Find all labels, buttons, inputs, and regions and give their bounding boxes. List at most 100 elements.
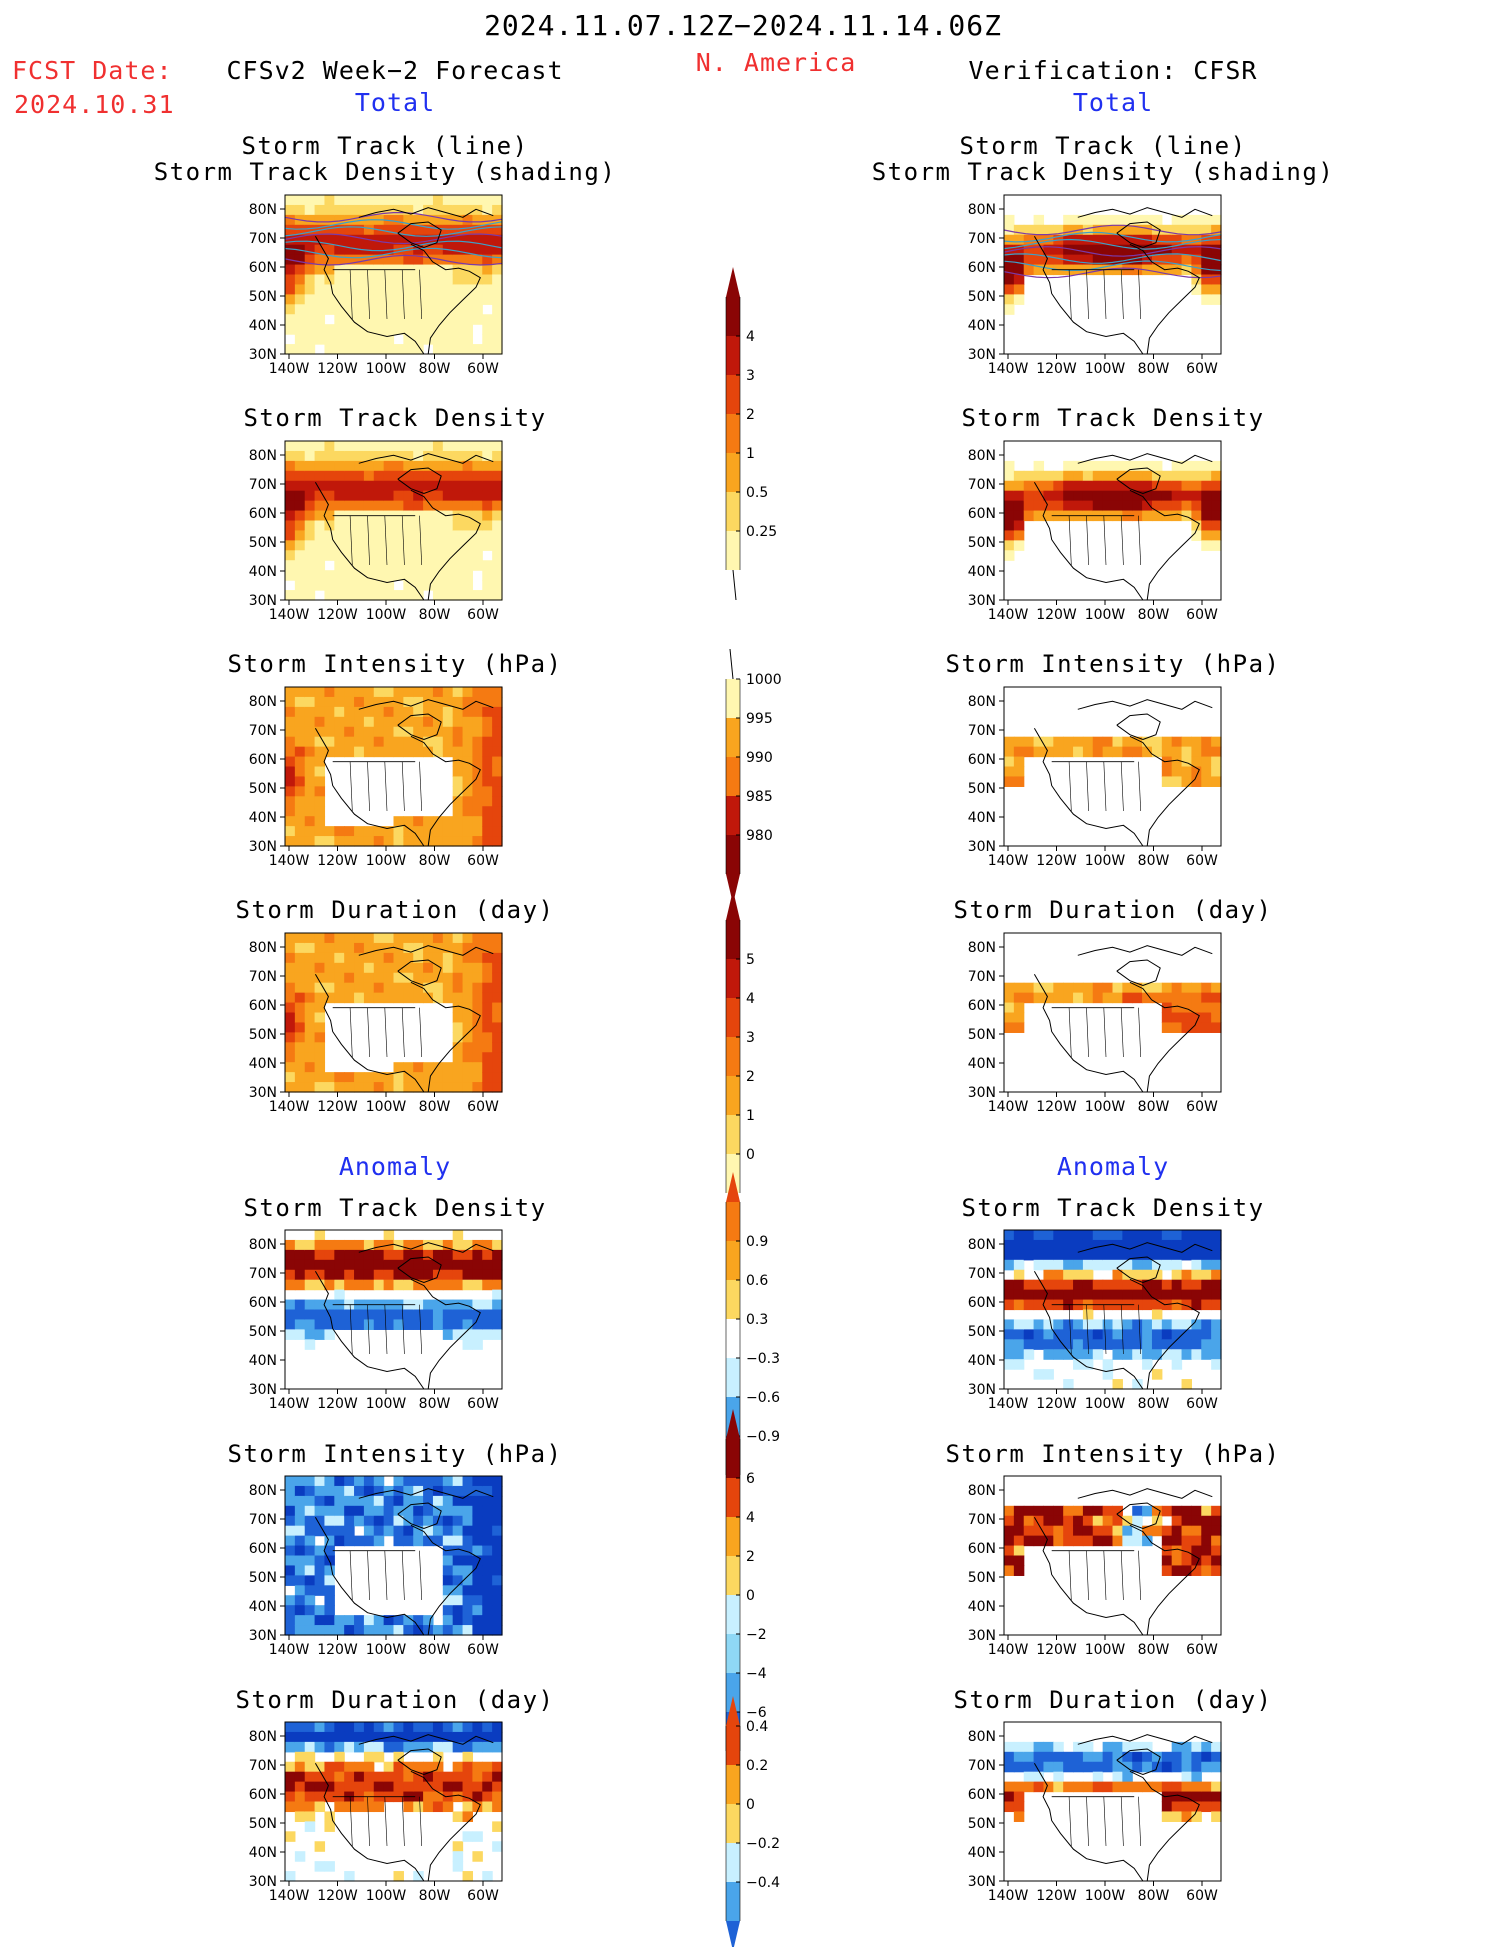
shading-cell: [442, 520, 454, 532]
coastline: [397, 1502, 442, 1530]
shading-cell: [442, 1259, 454, 1271]
lat-tick-label: 70N: [249, 477, 277, 493]
shading-cell: [1063, 1259, 1074, 1271]
shading-cell: [344, 1801, 355, 1813]
shading-cell: [1033, 264, 1045, 276]
shading-cell: [472, 1309, 483, 1321]
shading-cell: [304, 1801, 316, 1813]
shading-cell: [1053, 490, 1064, 502]
shading-cell: [472, 736, 483, 748]
coastline: [410, 1524, 481, 1636]
shading-cell: [482, 234, 493, 246]
shading-cell: [314, 550, 326, 561]
shading-cell: [462, 1811, 474, 1822]
shading-cell: [492, 933, 503, 944]
shading-cell: [1191, 254, 1202, 266]
shading-cell: [423, 1741, 434, 1753]
shading-cell: [1023, 1230, 1035, 1241]
shading-cell: [1013, 1339, 1025, 1350]
shading-cell: [304, 1575, 316, 1586]
shading-cell: [1004, 1791, 1015, 1803]
shading-cell: [482, 500, 493, 512]
lat-tick-label: 50N: [968, 1816, 996, 1832]
colorbar-segment: [726, 835, 740, 874]
shading-cell: [1112, 1751, 1123, 1763]
shading-cell: [1122, 1329, 1133, 1340]
shading-cell: [482, 1615, 493, 1626]
shading-cell: [334, 224, 345, 236]
shading-cell: [413, 696, 424, 708]
shading-cell: [462, 1871, 474, 1882]
shading-cell: [363, 1722, 375, 1733]
shading-cell: [344, 696, 355, 708]
shading-cell: [403, 1741, 414, 1753]
shading-cell: [1201, 520, 1212, 532]
lat-tick-label: 70N: [968, 1512, 996, 1528]
shading-cell: [363, 480, 375, 492]
shading-cell: [1122, 1279, 1133, 1291]
shading-cell: [442, 1082, 454, 1093]
shading-cell: [472, 460, 483, 472]
shading-cell: [334, 1309, 345, 1321]
shading-cell: [334, 580, 345, 591]
shading-cell: [482, 826, 493, 837]
lon-tick-label: 100W: [366, 607, 407, 623]
shading-cell: [1161, 746, 1173, 758]
shading-cell: [1142, 1259, 1153, 1271]
shading-cell: [413, 1279, 424, 1291]
shading-cell: [1073, 254, 1084, 266]
shading-cell: [1201, 1781, 1212, 1793]
shading-cell: [1082, 1349, 1094, 1360]
shading-cell: [1181, 1555, 1193, 1567]
shading-cell: [462, 962, 474, 974]
coastline: [1116, 1748, 1161, 1776]
shading-cell: [373, 1319, 385, 1330]
shading-cell: [413, 441, 424, 452]
shading-cell: [413, 746, 424, 758]
shading-cell: [452, 1771, 464, 1783]
shading-cell: [1013, 1535, 1025, 1547]
shading-cell: [452, 314, 464, 325]
shading-cell: [354, 1269, 365, 1281]
shading-cell: [373, 304, 385, 315]
shading-cell: [1063, 1329, 1074, 1340]
shading-cell: [1211, 1002, 1222, 1014]
shading-cell: [1033, 746, 1045, 758]
shading-cell: [393, 1485, 404, 1497]
state-border: [419, 761, 422, 812]
shading-cell: [1092, 1289, 1104, 1301]
shading-cell: [432, 334, 444, 345]
shading-cell: [1033, 500, 1045, 512]
shading-cell: [344, 836, 355, 847]
shading-cell: [334, 204, 345, 216]
shading-cell: [393, 1062, 404, 1073]
state-border: [367, 269, 370, 320]
shading-cell: [393, 1239, 404, 1251]
lon-tick-label: 120W: [317, 1099, 358, 1115]
shading-cell: [373, 1309, 385, 1321]
shading-cell: [442, 1801, 454, 1813]
colorbar-segment: [726, 414, 740, 453]
shading-cell: [1053, 1319, 1064, 1330]
colorbar-segment: [726, 796, 740, 835]
shading-cell: [304, 826, 316, 837]
shading-cell: [1063, 1289, 1074, 1301]
shading-cell: [1211, 1741, 1222, 1753]
shading-cell: [1004, 274, 1015, 286]
shading-cell: [1102, 1230, 1114, 1241]
lat-tick-label: 60N: [968, 1295, 996, 1311]
shading-cell: [324, 1585, 335, 1596]
shading-cell: [1102, 214, 1114, 226]
forecast-total-label: Total: [354, 88, 436, 117]
shading-cell: [1082, 1259, 1094, 1271]
shading-cell: [492, 1022, 503, 1033]
shading-cell: [462, 294, 474, 305]
panel-title-duration-fcst: Storm Duration (day): [235, 896, 555, 924]
shading-cell: [452, 304, 464, 315]
shading-cell: [314, 500, 326, 512]
shading-cell: [442, 1515, 454, 1527]
lat-tick-label: 60N: [249, 1787, 277, 1803]
shading-cell: [324, 460, 335, 472]
shading-cell: [1102, 1525, 1114, 1537]
